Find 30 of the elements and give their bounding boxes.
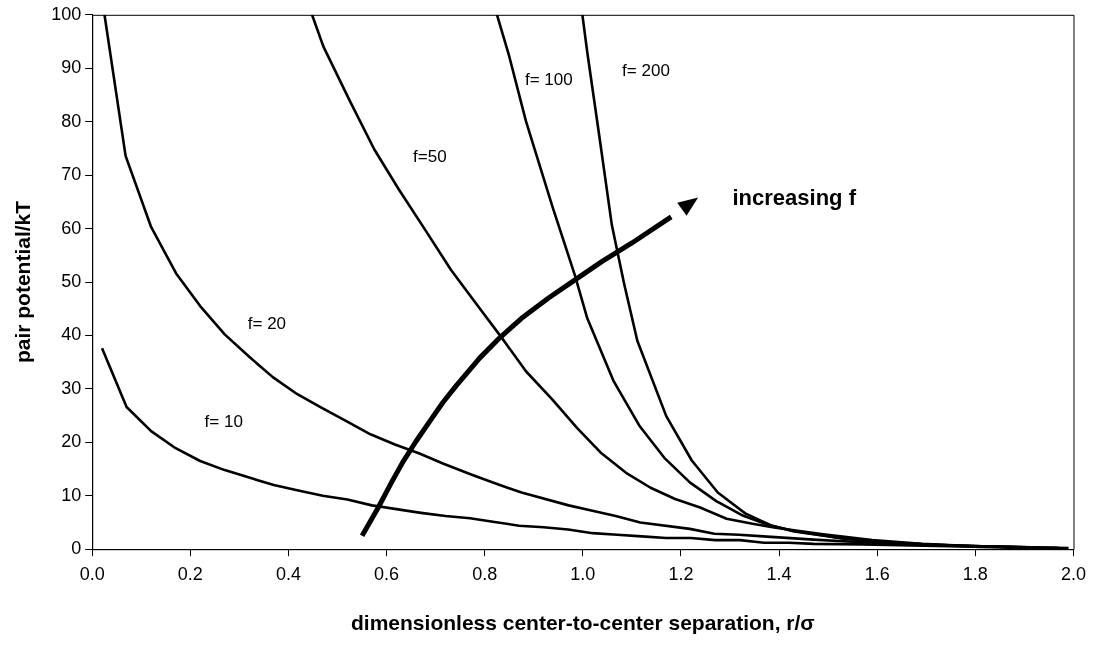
series-label: f= 20	[247, 314, 287, 334]
series-label: f= 10	[204, 411, 243, 431]
x-tick-label: 1.8	[962, 563, 988, 584]
y-tick-label: 40	[61, 324, 82, 345]
series-label: f= 200	[622, 61, 670, 81]
x-tick-label: 1.4	[766, 563, 792, 584]
y-tick-label: 80	[61, 110, 82, 131]
y-tick-label: 90	[61, 57, 82, 78]
y-tick-label: 0	[71, 538, 82, 559]
series-label: f=50	[413, 146, 447, 166]
y-tick-label: 20	[61, 431, 82, 452]
series-label: f= 100	[524, 70, 573, 90]
annotation: increasing f	[732, 184, 857, 210]
y-tick-label: 100	[51, 3, 82, 24]
x-tick-label: 0.4	[275, 563, 301, 584]
y-axis-title: pair potential/kT	[11, 200, 35, 364]
y-tick-label: 10	[61, 484, 82, 505]
x-axis-title: dimensionless center-to-center separation, r/σ	[351, 611, 815, 635]
x-tick-label: 1.0	[570, 563, 596, 584]
y-tick-label: 50	[61, 270, 82, 291]
y-tick-label: 30	[61, 377, 82, 398]
y-tick-label: 70	[61, 164, 82, 185]
y-tick-label: 60	[61, 217, 82, 238]
x-tick-label: 0.2	[177, 563, 203, 584]
x-tick-label: 1.2	[668, 563, 694, 584]
x-tick-label: 0.6	[374, 563, 400, 584]
x-tick-label: 0.8	[472, 563, 498, 584]
x-tick-label: 0.0	[79, 563, 105, 584]
x-tick-label: 2.0	[1060, 563, 1086, 584]
x-tick-label: 1.6	[864, 563, 890, 584]
